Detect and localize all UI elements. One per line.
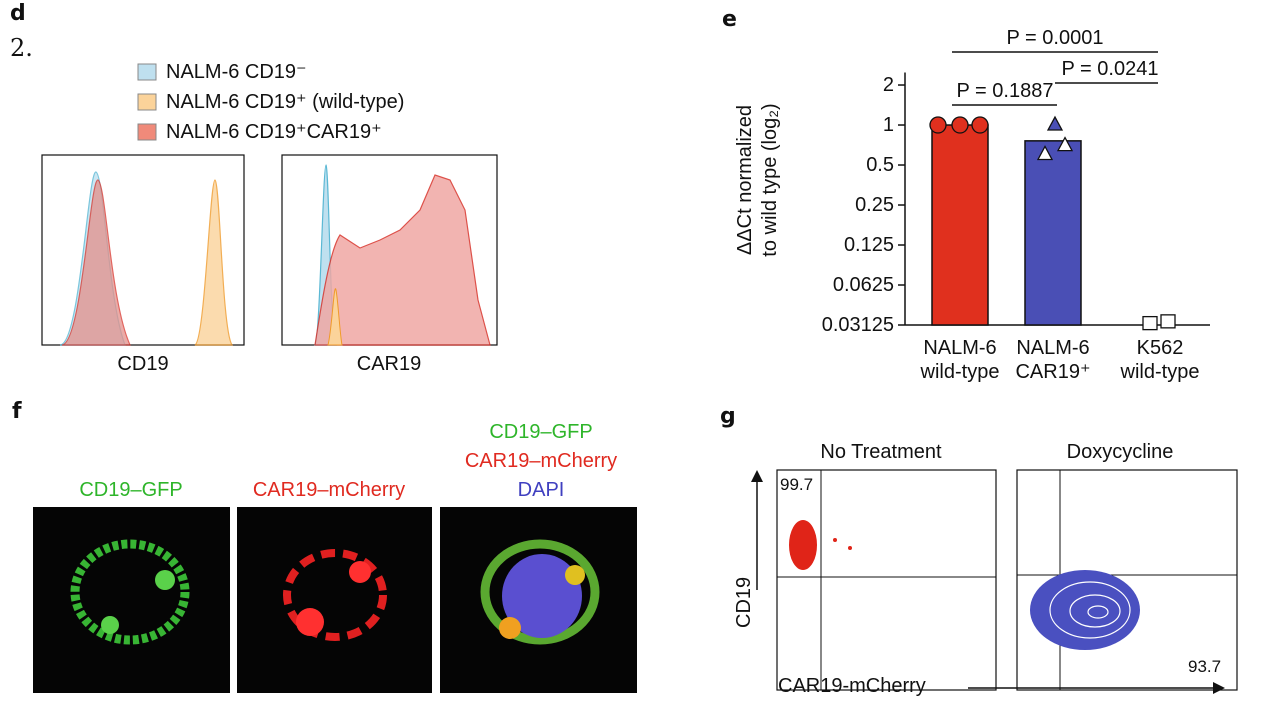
- panel-label: e: [722, 7, 737, 32]
- point: [929, 116, 947, 134]
- flow-plots: [751, 469, 1238, 694]
- legend-entry: NALM-6 CD19⁺CAR19⁺: [166, 121, 382, 143]
- legend-entry: NALM-6 CD19⁺ (wild-type): [166, 91, 405, 113]
- image-title: CAR19–mCherry: [464, 450, 618, 472]
- image-title: CD19–GFP: [489, 421, 593, 443]
- point: [1036, 145, 1054, 161]
- image-title: DAPI: [517, 479, 565, 501]
- x-tick-label: K562 wild-type: [1120, 337, 1200, 383]
- point: [1160, 314, 1176, 329]
- y-axis-label: ΔΔCt normalized: [734, 104, 756, 256]
- plot-title: Doxycycline: [1066, 441, 1174, 463]
- y-tick-label: 0.125: [843, 234, 894, 256]
- image-title: CD19–GFP: [79, 479, 183, 501]
- histogram-cd19: [41, 154, 245, 346]
- y-axis-label: CD19: [733, 576, 755, 628]
- micrographs: [33, 507, 637, 693]
- gate-value: 93.7: [1188, 657, 1222, 676]
- panel-label: f: [12, 399, 22, 424]
- significance-brackets: [952, 51, 1158, 106]
- chart-e: [137, 63, 1210, 331]
- panel-label: g: [720, 404, 736, 429]
- x-axis-label: CD19: [117, 353, 169, 375]
- x-axis-label: CAR19: [356, 353, 422, 375]
- point: [1056, 136, 1074, 152]
- bar: [1024, 140, 1082, 326]
- point: [951, 116, 969, 134]
- x-axis-label: CAR19-mCherry: [778, 675, 926, 697]
- annotation: P = 0.0241: [1061, 58, 1159, 80]
- y-tick-label: 0.0625: [832, 274, 894, 296]
- y-tick-label: 1: [882, 114, 894, 137]
- note: 2.: [10, 34, 33, 62]
- annotation: P = 0.0001: [1006, 27, 1104, 49]
- legend-swatch: [137, 63, 157, 81]
- point: [1046, 115, 1064, 131]
- y-tick-label: 0.03125: [821, 314, 894, 336]
- x-tick-label: NALM-6 CAR19⁺: [1015, 337, 1091, 383]
- annotation: P = 0.1887: [956, 80, 1054, 102]
- y-tick-label: 0.25: [855, 194, 894, 216]
- y-axis-label: to wild type (log₂): [759, 103, 781, 257]
- y-tick-label: 2: [882, 74, 894, 97]
- legend-entry: NALM-6 CD19⁻: [166, 61, 307, 83]
- bar: [931, 124, 989, 326]
- histogram-car19: [281, 154, 498, 346]
- x-tick-label: NALM-6 wild-type: [920, 337, 1000, 383]
- point: [971, 116, 989, 134]
- panel-label: d: [10, 1, 26, 26]
- point: [1142, 315, 1158, 331]
- gate-value: 99.7: [780, 475, 814, 494]
- legend-swatch: [137, 93, 157, 111]
- plot-title: No Treatment: [820, 441, 942, 463]
- image-title: CAR19–mCherry: [252, 479, 406, 501]
- y-tick-label: 0.5: [866, 154, 894, 176]
- legend-swatch: [137, 123, 157, 141]
